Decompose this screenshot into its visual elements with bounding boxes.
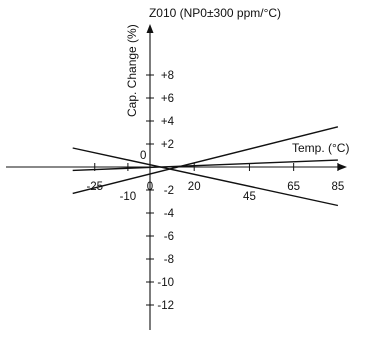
y-tick-label: -12 bbox=[157, 300, 174, 312]
x-axis-label: Temp. (°C) bbox=[292, 141, 349, 155]
y-tick-label: -4 bbox=[164, 208, 175, 220]
ticks-layer: -25 -10 0 20 45 65 85 +8 +6 +4 +2 -2 -4 -6 -8 -10 -12 bbox=[86, 70, 344, 312]
chart-title: Z010 (NP0±300 ppm/°C) bbox=[149, 6, 281, 20]
x-tick-label: 65 bbox=[287, 181, 300, 193]
series-layer bbox=[72, 126, 339, 207]
y-axis-label: Cap. Change (%) bbox=[125, 24, 139, 117]
x-tick-label: 85 bbox=[331, 181, 344, 193]
y-tick-label: +4 bbox=[161, 116, 175, 128]
series-line-2 bbox=[72, 126, 339, 195]
x-tick-label: -10 bbox=[120, 191, 137, 203]
x-tick-label: 20 bbox=[188, 181, 201, 193]
x-tick-label: 0 bbox=[147, 181, 153, 193]
x-axis-arrowhead bbox=[338, 163, 347, 171]
y-tick-label: +2 bbox=[161, 139, 174, 151]
y-tick-label: -8 bbox=[164, 254, 174, 266]
y-tick-label: -2 bbox=[164, 185, 174, 197]
y-tick-label: +8 bbox=[161, 70, 174, 82]
x-tick-label: 45 bbox=[243, 191, 256, 203]
y-axis-arrowhead bbox=[146, 24, 154, 33]
origin-label: 0 bbox=[140, 150, 146, 162]
axes-layer bbox=[6, 24, 347, 330]
y-tick-label: -6 bbox=[164, 231, 174, 243]
y-tick-label: +6 bbox=[161, 93, 174, 105]
y-tick-label: -10 bbox=[157, 277, 174, 289]
x-tick-label: -25 bbox=[86, 181, 103, 193]
series-line-1 bbox=[72, 147, 339, 207]
series-line-3 bbox=[72, 159, 338, 172]
